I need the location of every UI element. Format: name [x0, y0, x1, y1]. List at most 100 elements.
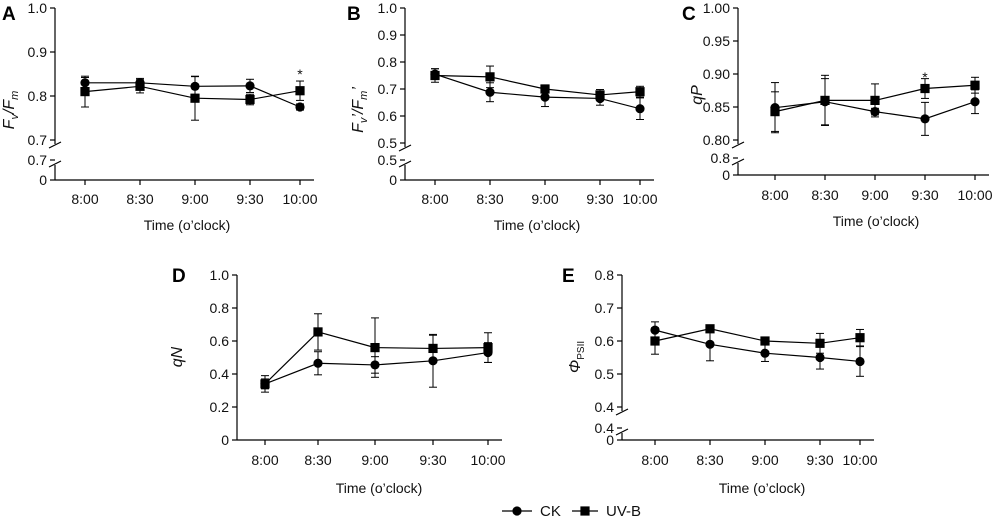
data-point: [760, 348, 770, 358]
data-point: [770, 107, 780, 117]
panel-d: 1.0 0.8 0.6 0.4 0.2 0 8:00 8:30 9:00 9:30 10:00 Tim…: [169, 266, 506, 496]
data-point: [260, 379, 270, 389]
y-tick-label: 0.6: [210, 333, 230, 349]
series-ck: [650, 321, 865, 377]
data-point: [370, 343, 380, 353]
x-tick-label: 8:30: [696, 452, 723, 468]
y-tick-label: 0.95: [703, 33, 730, 49]
legend: CK UV-B: [502, 503, 641, 520]
y-tick-label: 0.4: [210, 366, 230, 382]
x-tick-label: 9:00: [531, 191, 558, 207]
y-tick-label: 0.8: [378, 54, 398, 70]
y-tick-label: 0: [722, 167, 730, 183]
y-tick-label: 0.7: [378, 81, 398, 97]
data-point: [80, 87, 90, 97]
series-line: [434, 74, 641, 96]
y-tick-label: 1.0: [378, 0, 398, 16]
y-tick-label: 0: [606, 432, 614, 448]
x-tick-label: 8:30: [304, 452, 331, 468]
data-point: [970, 97, 980, 107]
x-tick-label: 9:30: [806, 452, 833, 468]
data-point: [650, 336, 660, 346]
panel-e: 0.80.70.60.50.40.408:00 8:30 9:00 9:30 10:00…: [562, 266, 878, 496]
y-tick-label: 0.5: [595, 366, 615, 382]
panel-b: 1.0 0.9 0.8 0.7 0.6 0.50.5 0 8:00 8:30 9:00 9:30 10…: [347, 0, 658, 233]
y-tick-label: 1.0: [28, 0, 48, 16]
x-tick-label: 10:00: [282, 191, 317, 207]
data-point: [295, 102, 305, 112]
data-point: [483, 343, 493, 353]
axis-break-mark: [615, 408, 629, 416]
y-tick-label: 0.7: [28, 132, 48, 148]
axis-break-mark: [398, 160, 412, 168]
data-point: [855, 333, 865, 343]
series-line: [434, 73, 641, 110]
series-uv-b: [770, 74, 980, 132]
y-tick-label: 0.5: [378, 152, 398, 168]
axis-break-mark: [731, 141, 745, 149]
data-point: [705, 339, 715, 349]
x-tick-label: 10:00: [470, 452, 505, 468]
panel-a: 1.0 0.9 0.8 0.7 0.7 0 8:00 8:30 9:00 9:30 10:00 Tim…: [1, 0, 318, 233]
significance-star: *: [922, 69, 928, 85]
data-point: [135, 81, 145, 91]
panel-letter: C: [682, 4, 696, 25]
y-tick-label: 0.8: [595, 267, 615, 283]
y-tick-label: 0.90: [703, 66, 730, 82]
x-tick-label: 9:00: [751, 452, 778, 468]
series-line: [654, 329, 861, 363]
data-point: [920, 83, 930, 94]
data-point: [485, 72, 495, 82]
x-tick-label: 9:30: [586, 191, 613, 207]
y-tick-label: 0.9: [378, 27, 398, 43]
data-point: [295, 86, 305, 96]
panel-letter: D: [172, 266, 186, 287]
x-tick-label: 8:00: [641, 452, 668, 468]
data-point: [540, 92, 550, 102]
y-axis-title: qN: [169, 346, 186, 367]
data-point: [705, 324, 715, 334]
x-axis-title: Time (o’clock): [144, 217, 231, 233]
x-tick-label: 10:00: [622, 191, 657, 207]
x-tick-label: 8:30: [126, 191, 153, 207]
x-tick-label: 8:00: [251, 452, 278, 468]
panel-letter: A: [2, 4, 16, 25]
panel-letter: B: [347, 4, 361, 25]
data-point: [815, 338, 825, 348]
legend-item-ck: CK: [502, 503, 561, 520]
y-tick-label: 0.8: [28, 88, 48, 104]
data-point: [920, 114, 930, 124]
y-tick-label: 0.7: [595, 300, 615, 316]
data-point: [635, 104, 645, 114]
axis-break-mark: [731, 158, 745, 166]
axis-break-mark: [48, 141, 62, 149]
y-tick-label: 0.85: [703, 99, 730, 115]
x-tick-label: 9:30: [236, 191, 263, 207]
legend-label: CK: [540, 503, 561, 520]
axis-break-mark: [398, 144, 412, 152]
x-tick-label: 10:00: [842, 452, 877, 468]
legend-marker: [512, 506, 522, 516]
data-point: [245, 81, 255, 91]
y-tick-label: 0.4: [595, 399, 615, 415]
series-uv-b: [260, 313, 493, 390]
data-point: [313, 327, 323, 337]
x-tick-label: 10:00: [957, 187, 992, 203]
x-axis-title: Time (o’clock): [336, 480, 423, 496]
y-tick-label: 0.8: [711, 150, 731, 166]
data-point: [245, 94, 255, 105]
data-point: [870, 95, 880, 105]
series-uv-b: [650, 324, 865, 355]
significance-star: *: [297, 66, 303, 82]
y-tick-label: 0: [389, 172, 397, 188]
x-axis-title: Time (o’clock): [833, 213, 920, 229]
x-tick-label: 9:00: [361, 452, 388, 468]
panel-c: 1.00 0.95 0.90 0.85 0.80 0.80 8:00 8:30 9:00 9:30…: [682, 0, 993, 229]
y-tick-label: 1.00: [703, 0, 730, 16]
y-axis-title: ΦPSII: [567, 341, 587, 373]
y-tick-label: 0.9: [28, 44, 48, 60]
y-tick-label: 1.0: [210, 267, 230, 283]
data-point: [815, 352, 825, 363]
y-tick-label: 0: [39, 172, 47, 188]
x-tick-label: 9:00: [181, 191, 208, 207]
